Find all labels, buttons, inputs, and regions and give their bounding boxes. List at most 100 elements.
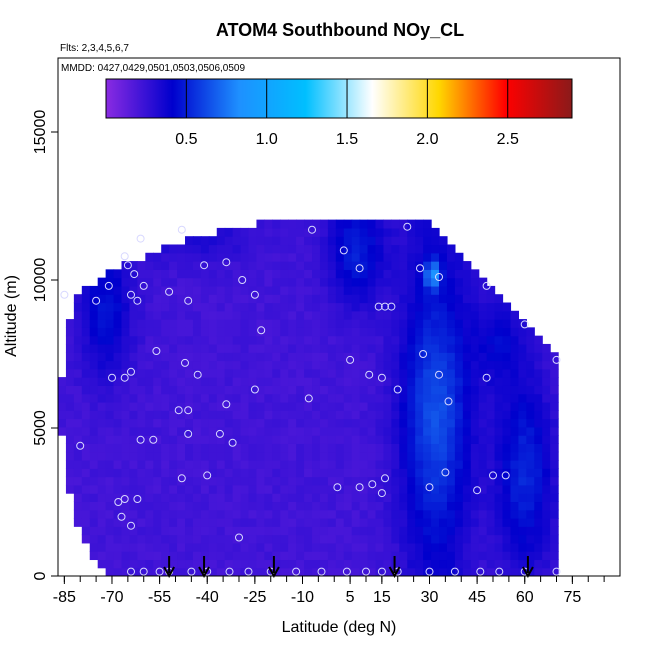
heatmap-cell: [494, 484, 504, 494]
heatmap-cell: [200, 567, 210, 576]
heatmap-cell: [510, 319, 519, 328]
heatmap-cell: [391, 567, 400, 576]
heatmap-cell: [399, 219, 408, 229]
heatmap-cell: [399, 393, 408, 403]
heatmap-cell: [73, 443, 83, 453]
heatmap-cell: [367, 236, 377, 246]
heatmap-cell: [335, 261, 345, 270]
heatmap-cell: [177, 401, 186, 411]
heatmap-cell: [526, 559, 535, 569]
heatmap-cell: [200, 244, 210, 254]
heatmap-cell: [192, 385, 202, 395]
heatmap-cell: [375, 352, 385, 362]
observation-point: [355, 264, 364, 273]
heatmap-cell: [113, 335, 123, 345]
heatmap-cell: [494, 435, 504, 444]
heatmap-cell: [272, 385, 281, 395]
heatmap-cell: [256, 517, 265, 527]
heatmap-cell: [319, 517, 329, 527]
heatmap-cell: [423, 401, 432, 411]
heatmap-cell: [439, 252, 448, 262]
heatmap-cell: [177, 567, 186, 576]
heatmap-cell: [216, 277, 226, 287]
heatmap-cell: [359, 559, 369, 569]
heatmap-cell: [161, 310, 170, 320]
heatmap-cell: [264, 368, 273, 378]
heatmap-cell: [375, 377, 385, 386]
heatmap-cell: [161, 501, 170, 511]
heatmap-cell: [288, 551, 297, 561]
heatmap-cell: [185, 252, 194, 262]
heatmap-cell: [415, 343, 424, 353]
heatmap-cell: [351, 459, 361, 469]
heatmap-cell: [407, 476, 416, 486]
heatmap-cell: [399, 261, 408, 270]
heatmap-cell: [264, 393, 273, 403]
heatmap-cell: [208, 360, 218, 370]
heatmap-cell: [97, 360, 107, 370]
heatmap-cell: [121, 327, 131, 337]
heatmap-cell: [129, 302, 138, 312]
heatmap-cell: [177, 443, 186, 453]
heatmap-cell: [375, 476, 385, 486]
heatmap-cell: [327, 435, 337, 444]
heatmap-cell: [81, 310, 91, 320]
observation-point: [450, 567, 459, 576]
heatmap-cell: [534, 435, 543, 444]
heatmap-cell: [550, 567, 559, 576]
heatmap-cell: [280, 517, 289, 527]
heatmap-cell: [264, 435, 273, 444]
heatmap-cell: [216, 360, 226, 370]
heatmap-cell: [351, 526, 361, 536]
heatmap-cell: [296, 484, 305, 494]
heatmap-cell: [232, 252, 242, 262]
heatmap-cell: [534, 493, 543, 503]
heatmap-cell: [312, 534, 321, 544]
heatmap-cell: [216, 252, 226, 262]
heatmap-cell: [192, 484, 202, 494]
heatmap-cell: [359, 269, 369, 279]
heatmap-cell: [312, 551, 321, 561]
heatmap-cell: [288, 468, 297, 478]
heatmap-cell: [470, 418, 480, 428]
heatmap-cell: [232, 551, 242, 561]
heatmap-cell: [161, 368, 170, 378]
heatmap-cell: [359, 468, 369, 478]
heatmap-cell: [121, 468, 131, 478]
heatmap-cell: [137, 468, 146, 478]
heatmap-cell: [462, 327, 472, 337]
heatmap-cell: [343, 459, 353, 469]
heatmap-cell: [391, 385, 400, 395]
heatmap-cell: [185, 426, 194, 436]
heatmap-cell: [169, 493, 178, 503]
heatmap-cell: [200, 517, 210, 527]
heatmap-cell: [383, 385, 392, 395]
heatmap-cell: [542, 542, 551, 552]
heatmap-cell: [200, 451, 210, 461]
heatmap-cell: [319, 542, 329, 552]
heatmap-cell: [439, 426, 448, 436]
heatmap-cell: [534, 360, 543, 370]
heatmap-cell: [518, 385, 527, 395]
heatmap-cell: [343, 517, 353, 527]
heatmap-cell: [280, 401, 289, 411]
heatmap-cell: [240, 294, 250, 304]
heatmap-cell: [312, 443, 321, 453]
heatmap-cell: [272, 219, 281, 229]
heatmap-cell: [153, 410, 162, 420]
heatmap-cell: [518, 435, 527, 444]
heatmap-cell: [335, 559, 345, 569]
heatmap-cell: [192, 252, 202, 262]
heatmap-cell: [423, 352, 432, 362]
heatmap-cell: [232, 401, 242, 411]
heatmap-cell: [169, 377, 178, 386]
heatmap-cell: [153, 368, 162, 378]
heatmap-cell: [169, 551, 178, 561]
heatmap-cell: [423, 476, 432, 486]
heatmap-cell: [272, 294, 281, 304]
heatmap-cell: [65, 418, 75, 428]
heatmap-cell: [89, 551, 99, 561]
heatmap-cell: [319, 435, 329, 444]
heatmap-cell: [319, 468, 329, 478]
heatmap-cell: [304, 368, 313, 378]
